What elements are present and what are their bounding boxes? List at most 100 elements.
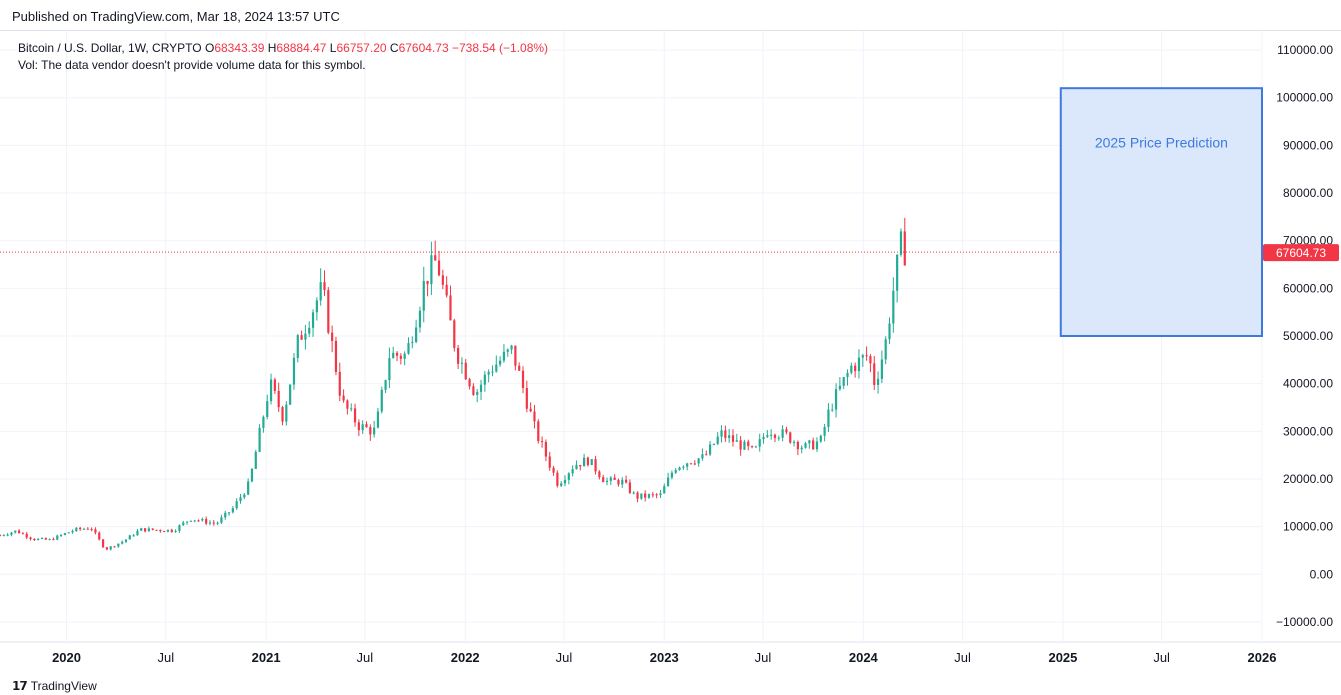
- candle-body: [216, 522, 219, 524]
- candle-body: [510, 345, 513, 350]
- candle-body: [262, 416, 265, 428]
- open-label: O: [204, 41, 215, 55]
- candle-body: [575, 464, 578, 470]
- candle-body: [720, 430, 723, 437]
- candle-body: [178, 525, 181, 531]
- candle-body: [357, 422, 360, 431]
- candle-body: [159, 529, 162, 532]
- candle-body: [548, 456, 551, 468]
- candle-body: [10, 532, 13, 535]
- candle-body: [117, 543, 120, 547]
- candle-body: [880, 359, 883, 379]
- candle-body: [731, 435, 735, 442]
- candle-body: [777, 437, 780, 439]
- x-tick-label: 2026: [1248, 650, 1277, 665]
- tradingview-logo-icon[interactable]: 𝟭𝟳: [12, 679, 28, 693]
- candle-body: [193, 520, 196, 522]
- candle-body: [395, 352, 399, 356]
- candle-body: [460, 362, 464, 364]
- y-tick-label: 80000.00: [1283, 186, 1333, 200]
- candle-body: [79, 527, 82, 530]
- candle-body: [888, 323, 891, 340]
- candlestick-chart[interactable]: 110000.00100000.0090000.0080000.0070000.…: [0, 31, 1341, 671]
- prediction-box: [1059, 87, 1263, 337]
- candle-body: [101, 539, 105, 548]
- high-value: 68884.47: [276, 41, 327, 55]
- candle-body: [189, 520, 192, 522]
- candle-body: [693, 463, 696, 465]
- candle-body: [208, 522, 212, 524]
- candle-body: [205, 519, 208, 524]
- candle-body: [884, 339, 887, 360]
- candle-body: [311, 312, 315, 328]
- candle-body: [300, 335, 303, 340]
- candle-body: [128, 535, 131, 540]
- candle-body: [873, 363, 876, 385]
- change-value: −738.54 (−1.08%): [451, 41, 549, 55]
- candle-body: [838, 385, 841, 390]
- candle-body: [403, 353, 406, 359]
- candle-body: [716, 436, 719, 444]
- symbol-label[interactable]: Bitcoin / U.S. Dollar, 1W, CRYPTO: [18, 41, 202, 55]
- candle-body: [373, 427, 376, 435]
- candle-body: [418, 310, 422, 328]
- candle-body: [109, 546, 112, 550]
- candle-body: [796, 441, 799, 450]
- x-tick-label: 2022: [451, 650, 480, 665]
- candle-body: [40, 538, 44, 540]
- candle-body: [804, 443, 807, 448]
- candle-body: [560, 483, 563, 486]
- candle-body: [346, 400, 349, 409]
- candle-body: [33, 538, 36, 541]
- x-tick-label: Jul: [157, 650, 174, 665]
- candle-body: [491, 371, 494, 373]
- candle-body: [63, 533, 66, 535]
- candle-body: [323, 282, 326, 291]
- y-tick-label: 40000.00: [1283, 377, 1333, 391]
- y-tick-label: 10000.00: [1283, 520, 1333, 534]
- candle-body: [624, 479, 628, 483]
- brand-name[interactable]: TradingView: [30, 679, 97, 693]
- candle-body: [701, 454, 704, 459]
- candle-body: [563, 479, 567, 484]
- candle-body: [506, 349, 509, 352]
- candle-body: [185, 521, 189, 523]
- candle-body: [250, 468, 254, 482]
- candle-body: [239, 497, 242, 502]
- candle-body: [518, 365, 521, 371]
- candle-body: [789, 432, 792, 443]
- candle-body: [273, 379, 276, 391]
- published-info: Published on TradingView.com, Mar 18, 20…: [12, 9, 340, 24]
- candle-body: [582, 457, 586, 467]
- chart-area[interactable]: 110000.00 100000.00 90000.00 80000.00 70000.…: [0, 30, 1341, 671]
- candle-body: [666, 477, 670, 487]
- candle-body: [502, 351, 506, 361]
- candle-body: [529, 408, 532, 412]
- candle-body: [124, 539, 128, 542]
- candle-body: [14, 530, 17, 533]
- footer: 𝟭𝟳 TradingView: [12, 679, 97, 693]
- candle-body: [579, 464, 582, 467]
- candle-body: [281, 407, 284, 422]
- candle-body: [155, 529, 158, 531]
- candle-body: [86, 528, 89, 530]
- y-tick-label: −10000.00: [1276, 615, 1333, 629]
- candle-body: [705, 454, 708, 456]
- candle-body: [258, 427, 261, 452]
- x-tick-label: 2020: [52, 650, 81, 665]
- x-tick-label: 2025: [1048, 650, 1077, 665]
- volume-note: Vol: The data vendor doesn't provide vol…: [18, 58, 366, 72]
- candle-body: [682, 466, 685, 468]
- candle-body: [590, 459, 593, 466]
- candle-body: [434, 255, 437, 261]
- candle-body: [48, 539, 51, 541]
- candle-body: [59, 534, 63, 536]
- x-tick-label: Jul: [1153, 650, 1170, 665]
- candle-body: [640, 493, 643, 499]
- candle-body: [674, 469, 677, 473]
- candle-body: [831, 409, 834, 411]
- candle-body: [266, 401, 269, 417]
- candle-body: [399, 355, 402, 359]
- candle-body: [56, 535, 59, 540]
- candle-body: [659, 493, 662, 496]
